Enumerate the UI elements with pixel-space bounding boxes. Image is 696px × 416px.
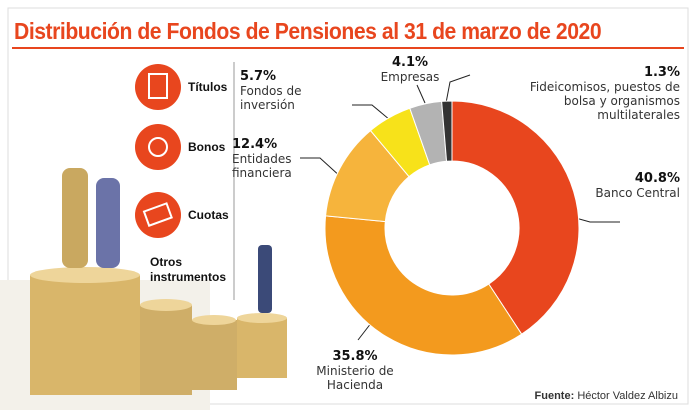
coins-illustration (0, 168, 287, 410)
category-label: Fideicomisos, puestos de bolsa y organis… (529, 80, 680, 122)
value-label: 5.7% (240, 69, 277, 84)
donut (324, 100, 580, 356)
donut-slice (441, 100, 453, 162)
value-label: 35.8% (332, 349, 378, 364)
source: Fuente: Héctor Valdez Albizu (535, 390, 678, 402)
value-label: 12.4% (232, 137, 278, 152)
category-label: Fondos de inversión (240, 84, 302, 112)
slice-label: 40.8% Banco Central (560, 171, 680, 201)
value-label: 40.8% (634, 171, 680, 186)
slice-label: 12.4% Entidades financiera (232, 137, 337, 181)
sidebar-item: Bonos (188, 140, 226, 154)
source-label: Fuente: (534, 390, 575, 402)
leader-line (445, 74, 471, 104)
sidebar-item: Cuotas (188, 208, 229, 222)
donut-slice (324, 215, 523, 356)
slice-label: 1.3% Fideicomisos, puestos de bolsa y org… (510, 65, 680, 123)
source-text: Héctor Valdez Albizu (577, 390, 678, 402)
category-label: Empresas (380, 70, 440, 84)
donut-slice (451, 100, 580, 335)
slice-label: 35.8% Ministerio de Hacienda (300, 349, 410, 393)
leader-line (416, 84, 426, 104)
sidebar-item: Títulos (188, 80, 228, 94)
category-label: Ministerio de Hacienda (316, 364, 394, 392)
leader-line (352, 104, 391, 121)
value-label: 1.3% (643, 65, 680, 80)
slice-label: 4.1% Empresas (375, 55, 445, 85)
slice-label: 5.7% Fondos de inversión (240, 69, 350, 113)
icons (135, 64, 181, 238)
title: Distribución de Fondos de Pensiones al 3… (14, 18, 602, 44)
category-label: Entidades financiera (232, 152, 292, 180)
leader-line (300, 157, 343, 179)
category-label: Banco Central (595, 186, 680, 200)
value-label: 4.1% (391, 55, 429, 70)
sidebar-item: Otros instrumentos (150, 255, 227, 284)
frame (7, 7, 689, 405)
